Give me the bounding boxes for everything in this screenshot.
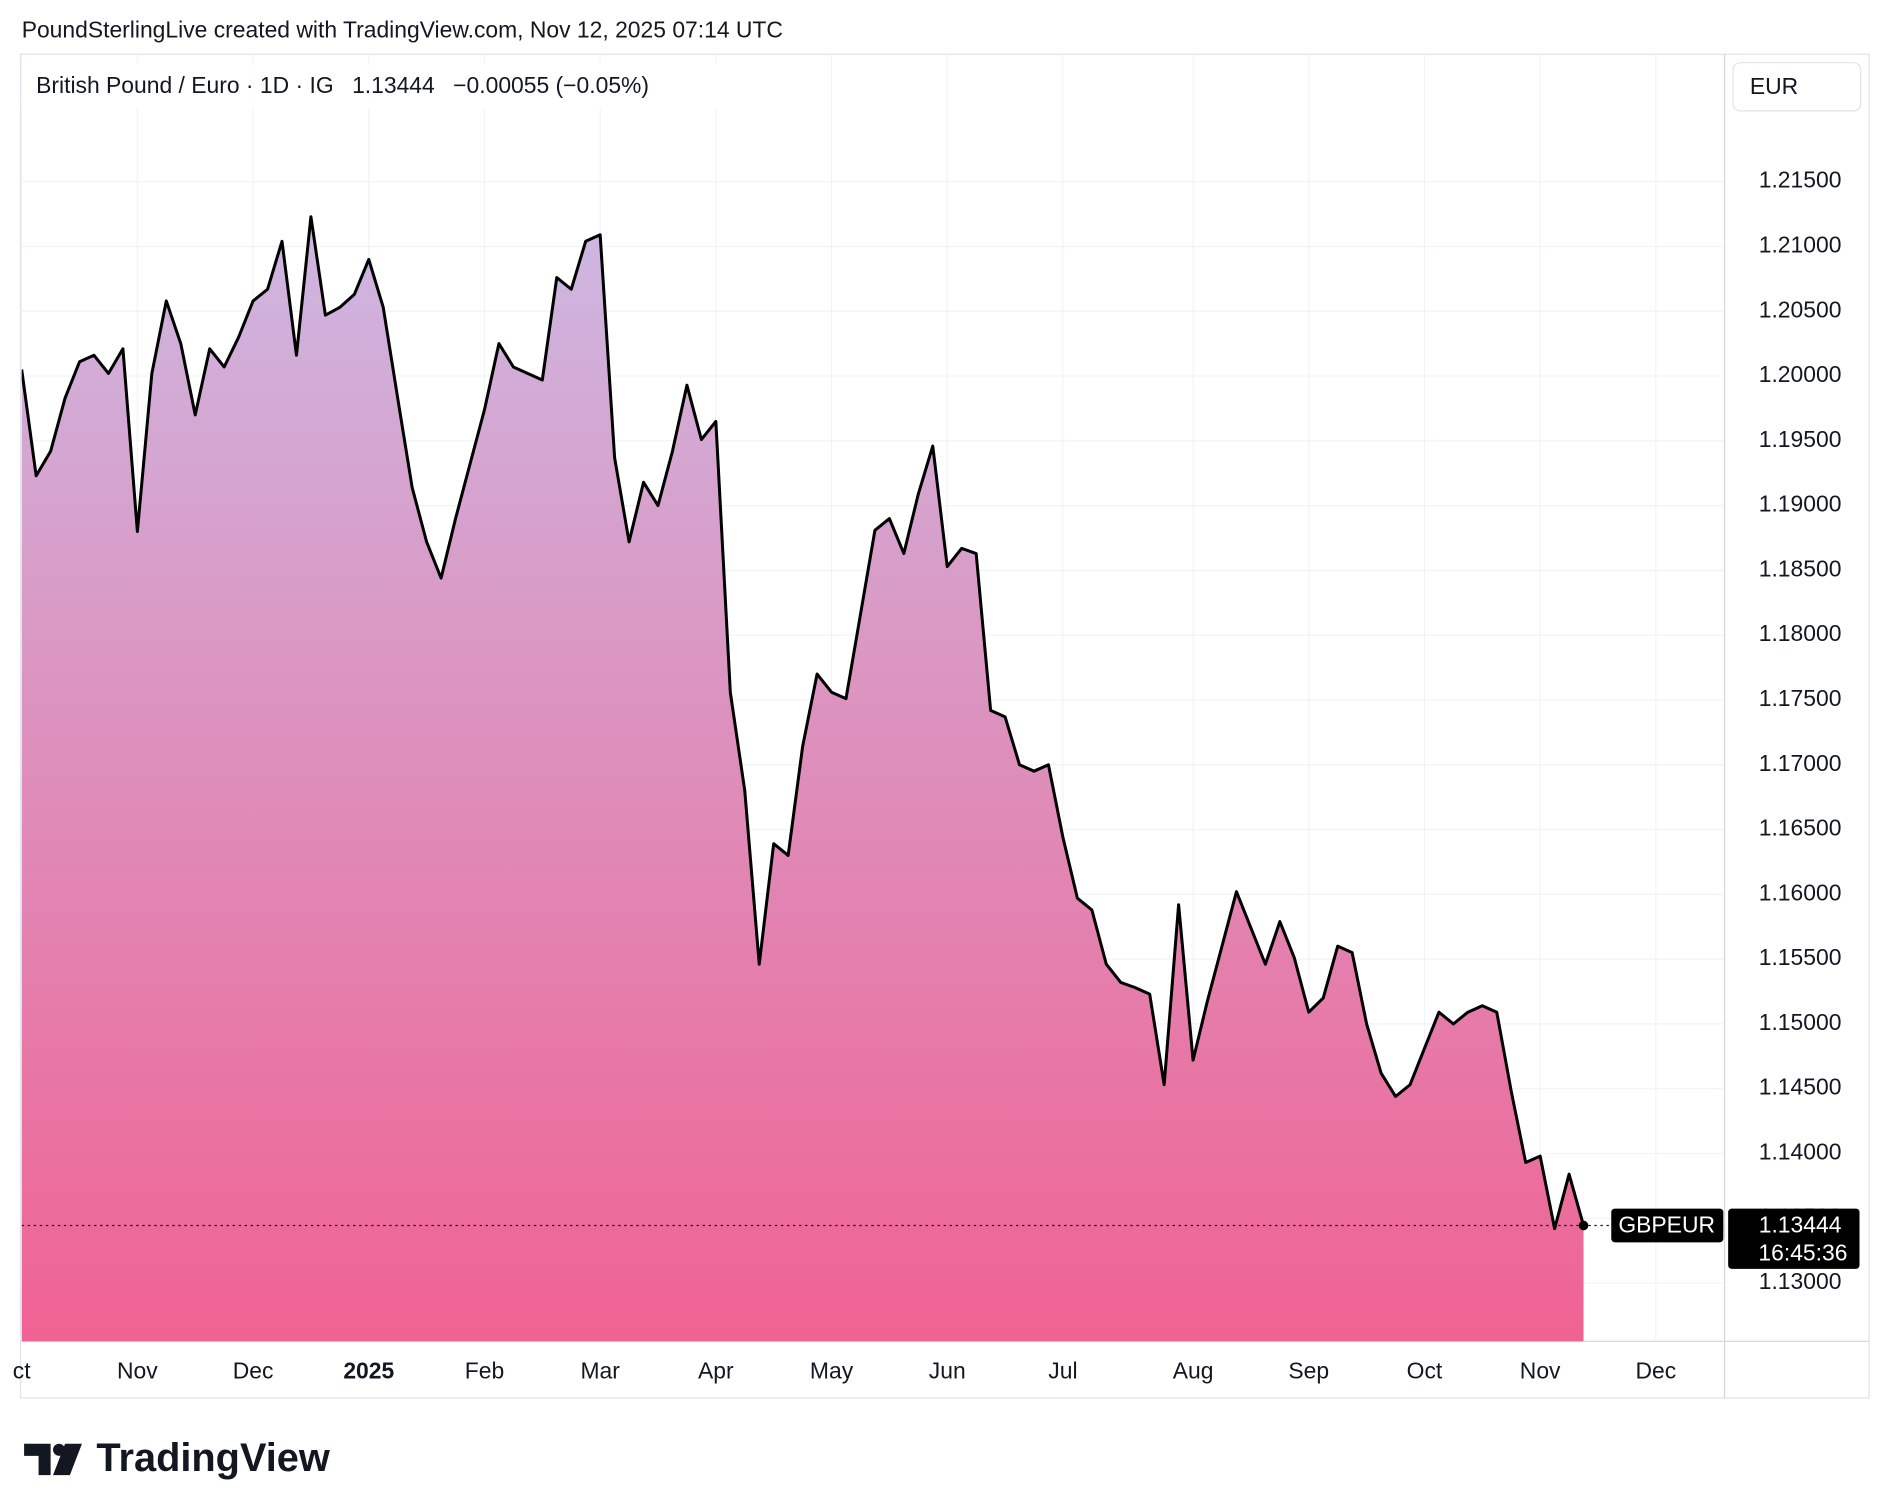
legend-price: 1.13444 xyxy=(352,72,435,98)
x-tick-label: Feb xyxy=(465,1358,504,1384)
y-tick-label: 1.17500 xyxy=(1759,685,1842,711)
x-tick-label: Aug xyxy=(1173,1358,1214,1384)
x-tick-label: Jun xyxy=(929,1358,966,1384)
y-tick-label: 1.16000 xyxy=(1759,879,1842,905)
y-tick-label: 1.21000 xyxy=(1759,232,1842,258)
legend-title: British Pound / Euro · 1D · IG 1.13444 −… xyxy=(36,72,649,98)
x-tick-label: Dec xyxy=(233,1358,274,1384)
y-tick-label: 1.16500 xyxy=(1759,815,1842,841)
y-tick-label: 1.13000 xyxy=(1759,1268,1842,1294)
legend-change: −0.00055 (−0.05%) xyxy=(453,72,649,98)
currency-button[interactable] xyxy=(1732,62,1862,112)
symbol: British Pound / Euro · 1D · IG xyxy=(36,72,334,98)
x-tick-label: Oct xyxy=(1407,1358,1443,1384)
series-label-bg xyxy=(1611,1208,1724,1243)
frame xyxy=(19,53,1870,1399)
y-tick-label: 1.15000 xyxy=(1759,1009,1842,1035)
y-tick-label: 1.20000 xyxy=(1759,361,1842,387)
y-tick-label: 1.14000 xyxy=(1759,1139,1842,1165)
price-line xyxy=(21,215,1585,1231)
logo-dot xyxy=(53,1443,66,1456)
currency[interactable]: EUR xyxy=(1750,73,1798,99)
y-tick-label: 1.19500 xyxy=(1759,426,1842,452)
x-tick-label: Mar xyxy=(580,1358,620,1384)
last-point xyxy=(1578,1220,1589,1231)
y-tick-label: 1.18000 xyxy=(1759,620,1842,646)
x-tick-label: May xyxy=(810,1358,854,1384)
x-tick-label: ct xyxy=(13,1358,31,1384)
header: PoundSterlingLive created with TradingVi… xyxy=(22,16,783,42)
x-tick-label: Sep xyxy=(1288,1358,1329,1384)
countdown: 16:45:36 xyxy=(1758,1239,1847,1265)
y-tick-label: 1.15500 xyxy=(1759,944,1842,970)
y-tick-label: 1.14500 xyxy=(1759,1074,1842,1100)
y-tick-label: 1.20500 xyxy=(1759,296,1842,322)
price-label-bg xyxy=(1728,1208,1860,1269)
x-tick-label: Nov xyxy=(117,1358,158,1384)
price-label: 1.13444 xyxy=(1759,1212,1842,1238)
x-tick-label: Nov xyxy=(1520,1358,1561,1384)
series-label: GBPEUR xyxy=(1618,1212,1715,1238)
legend-bg xyxy=(21,62,721,109)
x-tick-label: Dec xyxy=(1636,1358,1677,1384)
y-tick-label: 1.18500 xyxy=(1759,555,1842,581)
y-tick-label: 1.17000 xyxy=(1759,750,1842,776)
y-tick-label: 1.21500 xyxy=(1759,167,1842,193)
x-tick-label: Jul xyxy=(1048,1358,1077,1384)
y-tick-label: 1.19000 xyxy=(1759,491,1842,517)
x-tick-label: Apr xyxy=(698,1358,734,1384)
logo-text: TradingView xyxy=(96,1436,329,1480)
logo-mark xyxy=(24,1443,82,1476)
x-tick-label: 2025 xyxy=(343,1358,394,1384)
logo: TradingView xyxy=(24,1436,330,1480)
